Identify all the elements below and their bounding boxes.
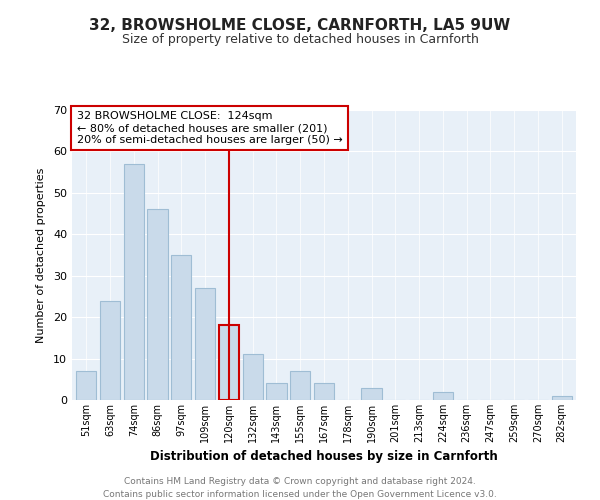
Text: Contains HM Land Registry data © Crown copyright and database right 2024.: Contains HM Land Registry data © Crown c… [124, 478, 476, 486]
Text: 32, BROWSHOLME CLOSE, CARNFORTH, LA5 9UW: 32, BROWSHOLME CLOSE, CARNFORTH, LA5 9UW [89, 18, 511, 32]
Bar [242, 354, 263, 400]
Bar [433, 392, 453, 400]
Bar [76, 371, 97, 400]
X-axis label: Distribution of detached houses by size in Carnforth: Distribution of detached houses by size … [150, 450, 498, 464]
Bar [171, 255, 191, 400]
Text: Contains public sector information licensed under the Open Government Licence v3: Contains public sector information licen… [103, 490, 497, 499]
Bar [290, 371, 310, 400]
Bar [100, 300, 120, 400]
Bar [266, 384, 287, 400]
Bar [361, 388, 382, 400]
Bar [148, 210, 167, 400]
Bar [195, 288, 215, 400]
Bar [219, 326, 239, 400]
Bar [124, 164, 144, 400]
Bar [551, 396, 572, 400]
Text: Size of property relative to detached houses in Carnforth: Size of property relative to detached ho… [122, 32, 478, 46]
Text: 32 BROWSHOLME CLOSE:  124sqm
← 80% of detached houses are smaller (201)
20% of s: 32 BROWSHOLME CLOSE: 124sqm ← 80% of det… [77, 112, 343, 144]
Y-axis label: Number of detached properties: Number of detached properties [36, 168, 46, 342]
Bar [314, 384, 334, 400]
